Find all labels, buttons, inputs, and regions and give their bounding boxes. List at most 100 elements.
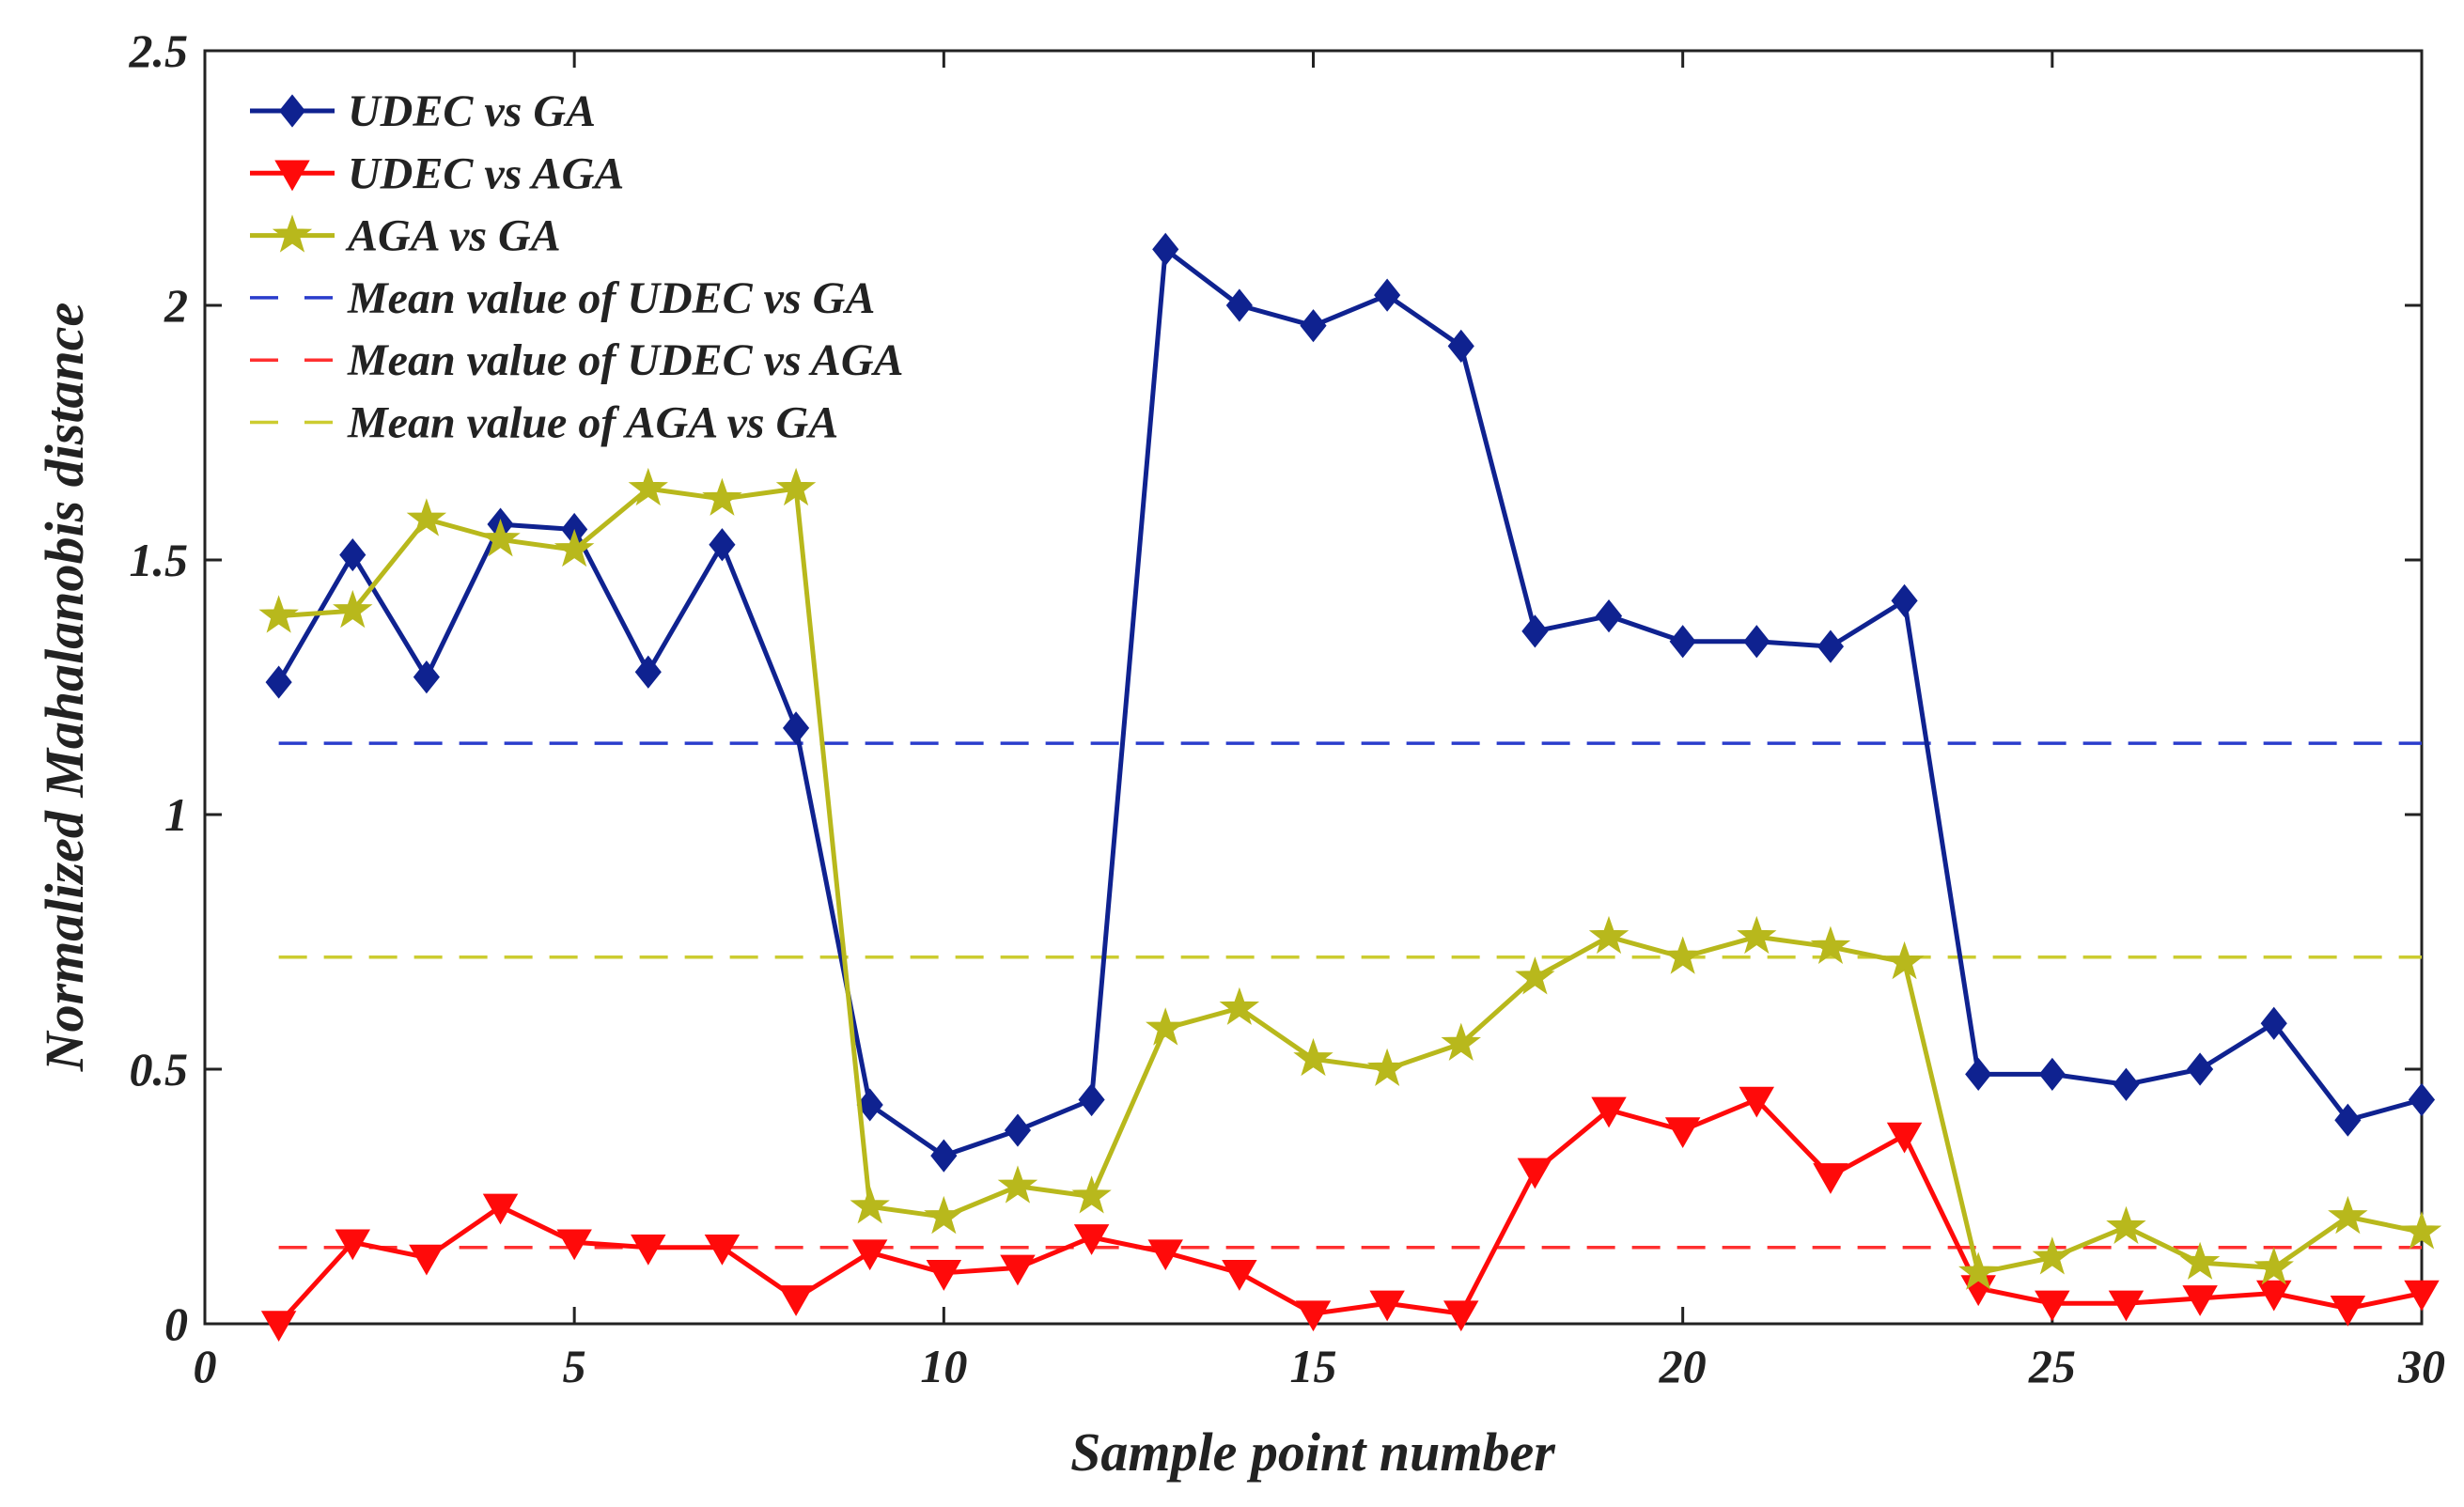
data-point-star [1071,1175,1112,1214]
y-tick-label: 2.5 [129,24,189,77]
data-point-triangle [778,1285,814,1316]
data-point-triangle [2404,1280,2440,1312]
data-point-star [554,528,595,567]
legend-entry: AGA vs GA [250,211,561,261]
data-point-star [258,595,299,633]
y-tick-label: 0 [164,1297,188,1350]
data-point-star [480,519,521,557]
data-point-star [333,589,373,629]
data-point-triangle [1369,1290,1405,1322]
y-tick-label: 0.5 [130,1043,189,1095]
data-point-diamond [634,655,662,689]
data-point-star [775,467,817,506]
data-point-diamond [1669,625,1696,659]
data-point-triangle [926,1260,962,1291]
data-point-triangle [1664,1117,1701,1149]
y-tick-label: 1 [164,788,188,841]
data-point-triangle [1073,1224,1110,1255]
data-point-triangle [2256,1280,2292,1312]
data-point-star [628,467,668,506]
legend-entry: Mean value of AGA vs GA [250,398,838,448]
data-point-triangle [1591,1096,1627,1128]
x-tick-label: 5 [563,1340,586,1392]
data-point-triangle [482,1193,519,1225]
data-point-triangle [851,1239,888,1271]
legend-label: Mean value of AGA vs GA [347,398,838,448]
data-point-triangle [556,1229,592,1261]
data-point-triangle [1443,1300,1479,1332]
data-point-diamond [709,528,736,562]
data-point-star [850,1186,890,1224]
data-point-star [2253,1247,2294,1285]
data-point-diamond [2187,1052,2214,1086]
data-point-diamond [1004,1113,1032,1147]
data-point-diamond [265,665,292,699]
data-point-star [1958,1251,1999,1290]
data-point-diamond [2260,1006,2287,1040]
data-point-triangle [2330,1295,2366,1327]
x-axis-label: Sample point number [1070,1422,1555,1483]
series-udec-vs-aga [260,1086,2440,1343]
data-point-triangle [2108,1290,2144,1322]
data-point-star [2032,1236,2073,1275]
data-point-triangle [1517,1157,1553,1189]
data-point-diamond [2408,1082,2436,1117]
x-tick-label: 15 [1290,1340,1337,1392]
y-tick-label: 1.5 [130,534,189,586]
legend-entry: Mean value of UDEC vs AGA [250,335,904,385]
legend-entry: UDEC vs GA [250,86,596,136]
data-point-triangle [704,1234,741,1266]
data-point-star [1146,1007,1186,1046]
data-point-diamond [1743,625,1770,659]
data-point-star [924,1195,964,1235]
data-point-star [1515,956,1555,995]
y-axis-label: Normalized Mahalanobis distance [34,303,95,1073]
data-point-diamond [1374,278,1401,312]
legend-label: Mean value of UDEC vs AGA [347,335,904,385]
data-point-diamond [1965,1057,1992,1092]
data-point-triangle [1000,1254,1036,1286]
data-point-star [702,477,742,516]
data-point-triangle [335,1229,370,1261]
series-line [276,1096,2423,1326]
data-point-star [1219,987,1260,1025]
data-point-diamond [782,711,810,745]
data-point-diamond [339,537,366,572]
data-point-triangle [2035,1290,2070,1322]
data-point-star [1366,1048,1408,1087]
data-point-star [1810,925,1851,964]
y-tick-label: 2 [164,279,188,332]
data-point-diamond [1225,288,1253,322]
legend-entry: UDEC vs AGA [250,148,624,198]
data-point-star [2179,1241,2221,1280]
data-point-star [2328,1195,2368,1235]
data-point-triangle [2182,1285,2218,1316]
data-point-diamond [1447,329,1474,363]
x-tick-label: 30 [2397,1340,2445,1392]
data-point-triangle [409,1244,444,1276]
legend-entry: Mean value of UDEC vs GA [250,273,875,323]
data-point-star [1662,936,1703,974]
data-point-star [272,214,313,253]
data-point-star [1737,915,1777,955]
data-point-triangle [1886,1122,1923,1154]
data-point-star [2106,1205,2146,1245]
data-point-triangle [1739,1086,1775,1118]
data-point-diamond [2113,1067,2140,1101]
data-point-triangle [1222,1260,1257,1291]
x-tick-label: 10 [920,1340,967,1392]
data-point-star [406,498,447,536]
series-udec-vs-ga [265,232,2436,1173]
data-point-diamond [278,94,306,128]
x-tick-label: 20 [1659,1340,1707,1392]
data-point-diamond [856,1088,883,1122]
data-point-triangle [1295,1300,1332,1332]
legend-label: Mean value of UDEC vs GA [347,273,875,323]
data-point-star [1884,940,1925,980]
data-point-star [1293,1037,1333,1077]
data-point-triangle [1147,1239,1183,1271]
data-point-triangle [1813,1163,1848,1194]
data-point-diamond [1817,629,1845,663]
data-point-diamond [413,660,440,694]
data-point-star [2401,1211,2442,1250]
